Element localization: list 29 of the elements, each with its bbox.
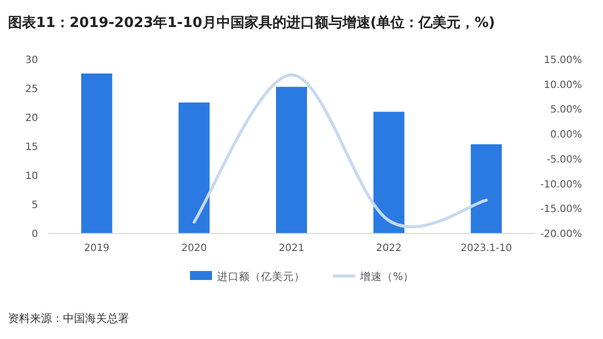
x-tick-label: 2021 — [278, 243, 304, 254]
y2-tick-label: 15.00% — [544, 55, 582, 66]
y-tick-label: 15 — [25, 142, 38, 153]
bar — [276, 86, 307, 233]
x-tick-label: 2023.1-10 — [460, 243, 512, 254]
y2-tick-label: 0.00% — [550, 130, 582, 141]
bar — [81, 74, 112, 233]
legend-label: 增速（%） — [359, 270, 414, 283]
y-tick-label: 30 — [25, 55, 38, 66]
x-tick-label: 2022 — [376, 243, 402, 254]
y2-tick-label: -10.00% — [540, 179, 582, 190]
bar — [470, 144, 502, 233]
y-tick-label: 0 — [32, 229, 38, 240]
y2-tick-label: 10.00% — [544, 80, 582, 91]
x-tick-label: 2019 — [84, 243, 110, 254]
chart-title: 图表11：2019-2023年1-10月中国家具的进口额与增速(单位：亿美元，%) — [8, 14, 496, 31]
y2-tick-label: -5.00% — [546, 154, 582, 166]
y-tick-label: 5 — [32, 200, 38, 211]
y2-tick-label: -20.00% — [540, 229, 582, 240]
text: 资料来源：中国海关总署 — [8, 312, 129, 325]
legend-label: 进口额（亿美元） — [217, 270, 305, 283]
y-tick-label: 10 — [25, 171, 38, 182]
y2-tick-label: -15.00% — [540, 204, 582, 216]
bar — [373, 112, 404, 233]
y2-tick-label: 5.00% — [550, 104, 582, 116]
y-tick-label: 20 — [25, 113, 38, 124]
y-tick-label: 25 — [25, 84, 38, 95]
x-tick-label: 2020 — [181, 243, 207, 254]
bar — [178, 102, 210, 233]
